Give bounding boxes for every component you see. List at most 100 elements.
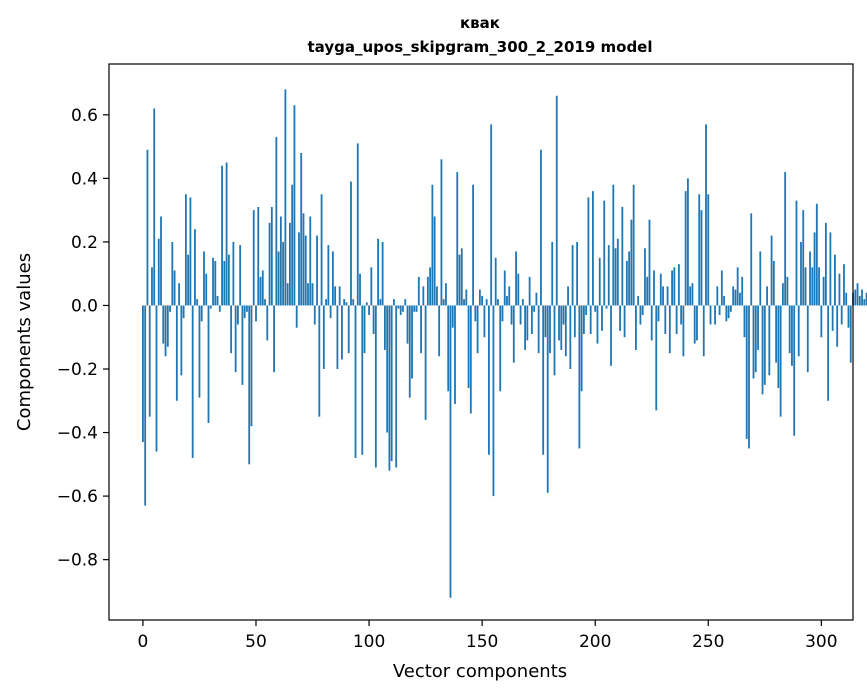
bar <box>320 194 323 306</box>
bar <box>239 245 242 306</box>
bar <box>795 200 798 306</box>
bar <box>445 283 447 306</box>
bar <box>635 305 637 350</box>
plot-frame <box>108 63 854 621</box>
bar <box>478 289 481 306</box>
bar <box>596 305 599 344</box>
bar <box>406 305 409 344</box>
bar <box>691 283 694 306</box>
bar <box>657 305 660 322</box>
x-tick-label: 200 <box>579 632 611 652</box>
bar <box>390 305 393 462</box>
bar <box>512 305 515 363</box>
bar <box>813 232 816 306</box>
bar <box>725 305 728 322</box>
bar <box>610 305 612 366</box>
bar <box>567 286 569 306</box>
bar <box>614 248 617 306</box>
bar <box>311 283 314 306</box>
bar <box>775 305 778 363</box>
bar <box>754 305 757 373</box>
bar <box>189 197 192 306</box>
bar <box>555 95 558 306</box>
bar <box>207 305 210 424</box>
bar <box>741 276 744 306</box>
bar <box>594 305 597 312</box>
bar <box>535 292 538 306</box>
y-tick-label: 0.4 <box>71 169 98 189</box>
y-axis: −0.8 −0.6 −0.4 −0.2 0.0 0.2 0.4 0.6 <box>57 106 109 571</box>
bar <box>438 305 441 357</box>
bar <box>824 222 827 306</box>
bar <box>605 305 608 309</box>
bar <box>343 299 346 306</box>
bar <box>218 305 221 312</box>
bar <box>770 235 773 306</box>
bar <box>388 305 391 471</box>
bar <box>763 305 766 385</box>
bar <box>279 216 282 306</box>
bar <box>350 181 352 306</box>
bar <box>564 305 567 357</box>
bar <box>313 305 316 325</box>
bar <box>680 305 683 325</box>
bar <box>171 241 174 306</box>
bar <box>601 305 603 331</box>
bar <box>777 305 780 389</box>
bar <box>696 305 698 341</box>
bar <box>227 254 230 306</box>
bar <box>677 264 680 306</box>
bar <box>277 251 280 306</box>
bar <box>467 305 470 389</box>
bar <box>476 305 479 354</box>
chart-title: квак <box>460 14 500 32</box>
bar <box>863 299 866 306</box>
bar <box>827 305 830 401</box>
bar <box>203 251 205 306</box>
bar <box>766 286 768 306</box>
bar <box>861 289 863 306</box>
bar <box>639 305 642 325</box>
bar <box>598 257 601 306</box>
bar <box>454 305 456 404</box>
bar <box>214 260 217 306</box>
bar <box>743 305 746 338</box>
bar <box>822 276 825 306</box>
bar <box>668 305 671 354</box>
bar <box>831 305 834 331</box>
bar <box>655 305 658 411</box>
bar <box>752 305 755 379</box>
bar <box>144 305 147 506</box>
bar <box>788 305 791 354</box>
bar <box>499 305 502 392</box>
bar <box>230 305 233 354</box>
bar <box>838 273 841 306</box>
bar <box>318 305 321 417</box>
y-tick-label: −0.2 <box>57 360 98 380</box>
bar <box>295 305 298 328</box>
bar <box>585 305 588 315</box>
bar <box>664 305 667 335</box>
bar <box>490 124 493 306</box>
bar <box>510 305 513 325</box>
bar <box>379 299 382 306</box>
bar <box>178 283 181 306</box>
bar <box>298 232 300 306</box>
bar <box>687 178 689 306</box>
bar <box>797 305 800 357</box>
bar <box>673 267 676 306</box>
bar <box>589 305 592 335</box>
bar <box>540 149 542 306</box>
bar <box>331 251 334 306</box>
bar <box>250 305 253 427</box>
x-tick-label: 0 <box>138 632 149 652</box>
bar <box>151 267 153 306</box>
bar <box>212 257 214 306</box>
bar <box>325 299 327 306</box>
bar <box>521 299 524 306</box>
bar <box>623 305 626 338</box>
bar <box>329 305 332 319</box>
bar <box>698 194 701 306</box>
bar <box>160 216 162 306</box>
bar <box>361 305 364 455</box>
